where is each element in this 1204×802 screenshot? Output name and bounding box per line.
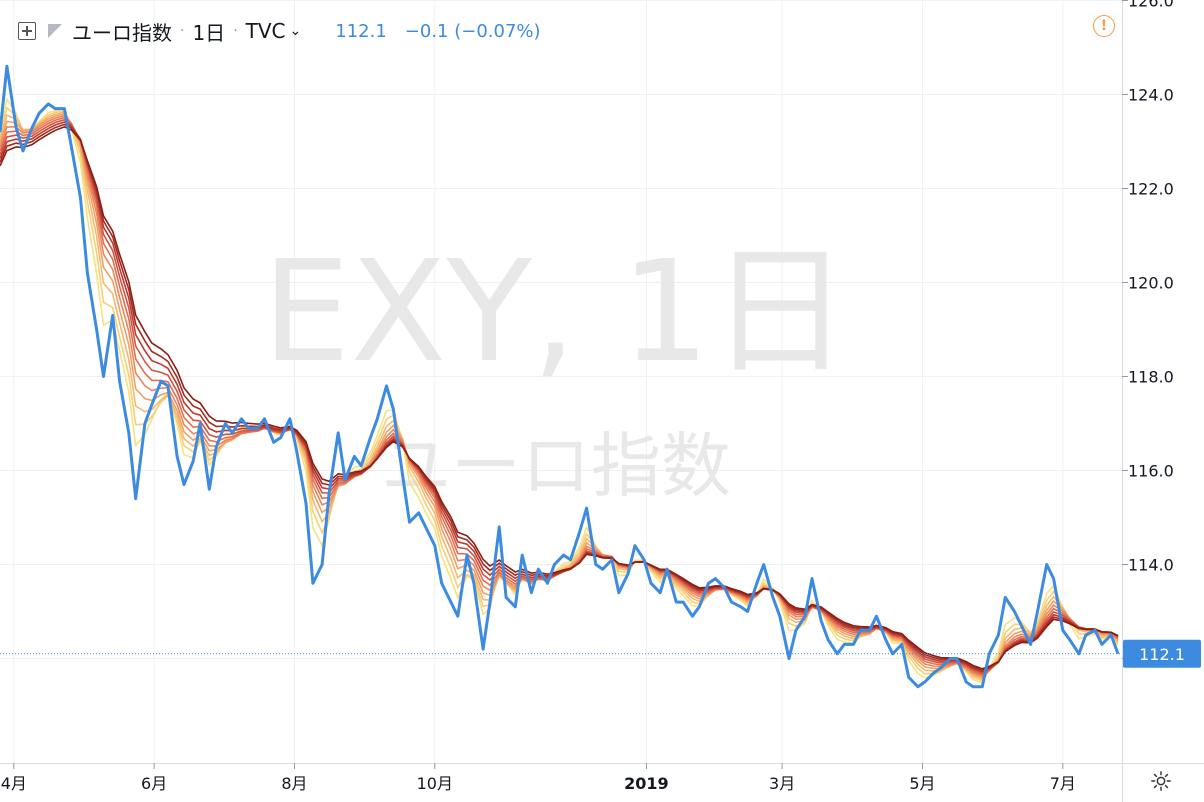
time-tick-label: 3月 xyxy=(769,774,795,793)
ema-line xyxy=(0,121,1119,673)
time-tick-label: 6月 xyxy=(141,774,167,793)
interval-label[interactable]: 1日 xyxy=(192,20,226,45)
price-line xyxy=(0,64,1120,689)
time-tick-label: 8月 xyxy=(281,774,307,793)
separator-dot: · xyxy=(233,23,238,39)
time-tick-label: 2019 xyxy=(624,774,669,793)
alert-circle-icon[interactable]: ! xyxy=(1093,15,1115,37)
moving-average-ribbon xyxy=(0,97,1119,685)
time-axis[interactable]: 4月 6月 8月 10月 2019 3月 5月 7月 xyxy=(1,763,1076,793)
time-tick-label: 10月 xyxy=(417,774,453,793)
current-price-label: 112.1 xyxy=(1139,645,1185,664)
price-change: −0.1 (−0.07%) xyxy=(404,20,541,42)
watermark-subtitle: ユーロ指数 xyxy=(381,425,731,507)
ema-line xyxy=(0,126,1119,670)
watermark-title: EXY, 1日 xyxy=(262,231,850,394)
price-tick-label: 116.0 xyxy=(1128,462,1174,481)
time-tick-label: 4月 xyxy=(1,774,27,793)
current-price-badge: 112.1 xyxy=(1123,639,1201,668)
last-price: 112.1 xyxy=(335,20,387,42)
separator-dot: · xyxy=(180,23,185,39)
price-tick-label: 114.0 xyxy=(1128,556,1174,575)
chevron-down-icon[interactable]: ⌄ xyxy=(289,23,302,39)
flag-icon[interactable] xyxy=(48,24,62,38)
price-tick-label: 120.0 xyxy=(1128,274,1174,293)
price-tick-label: 124.0 xyxy=(1128,86,1174,105)
plus-square-icon[interactable] xyxy=(18,22,36,40)
gear-icon[interactable] xyxy=(1150,770,1172,792)
grid xyxy=(0,0,1122,763)
ema-line xyxy=(0,123,1119,672)
price-tick-label: 122.0 xyxy=(1128,180,1174,199)
price-tick-label: 118.0 xyxy=(1128,368,1174,387)
time-tick-label: 7月 xyxy=(1050,774,1076,793)
legend-header: ユーロ指数 · 1日 · TVC ⌄ 112.1 −0.1 (−0.07%) xyxy=(18,14,541,48)
exchange-label[interactable]: TVC xyxy=(245,19,286,43)
price-tick-label: 126.0 xyxy=(1128,0,1174,11)
time-tick-label: 5月 xyxy=(909,774,935,793)
symbol-name[interactable]: ユーロ指数 xyxy=(72,20,172,45)
